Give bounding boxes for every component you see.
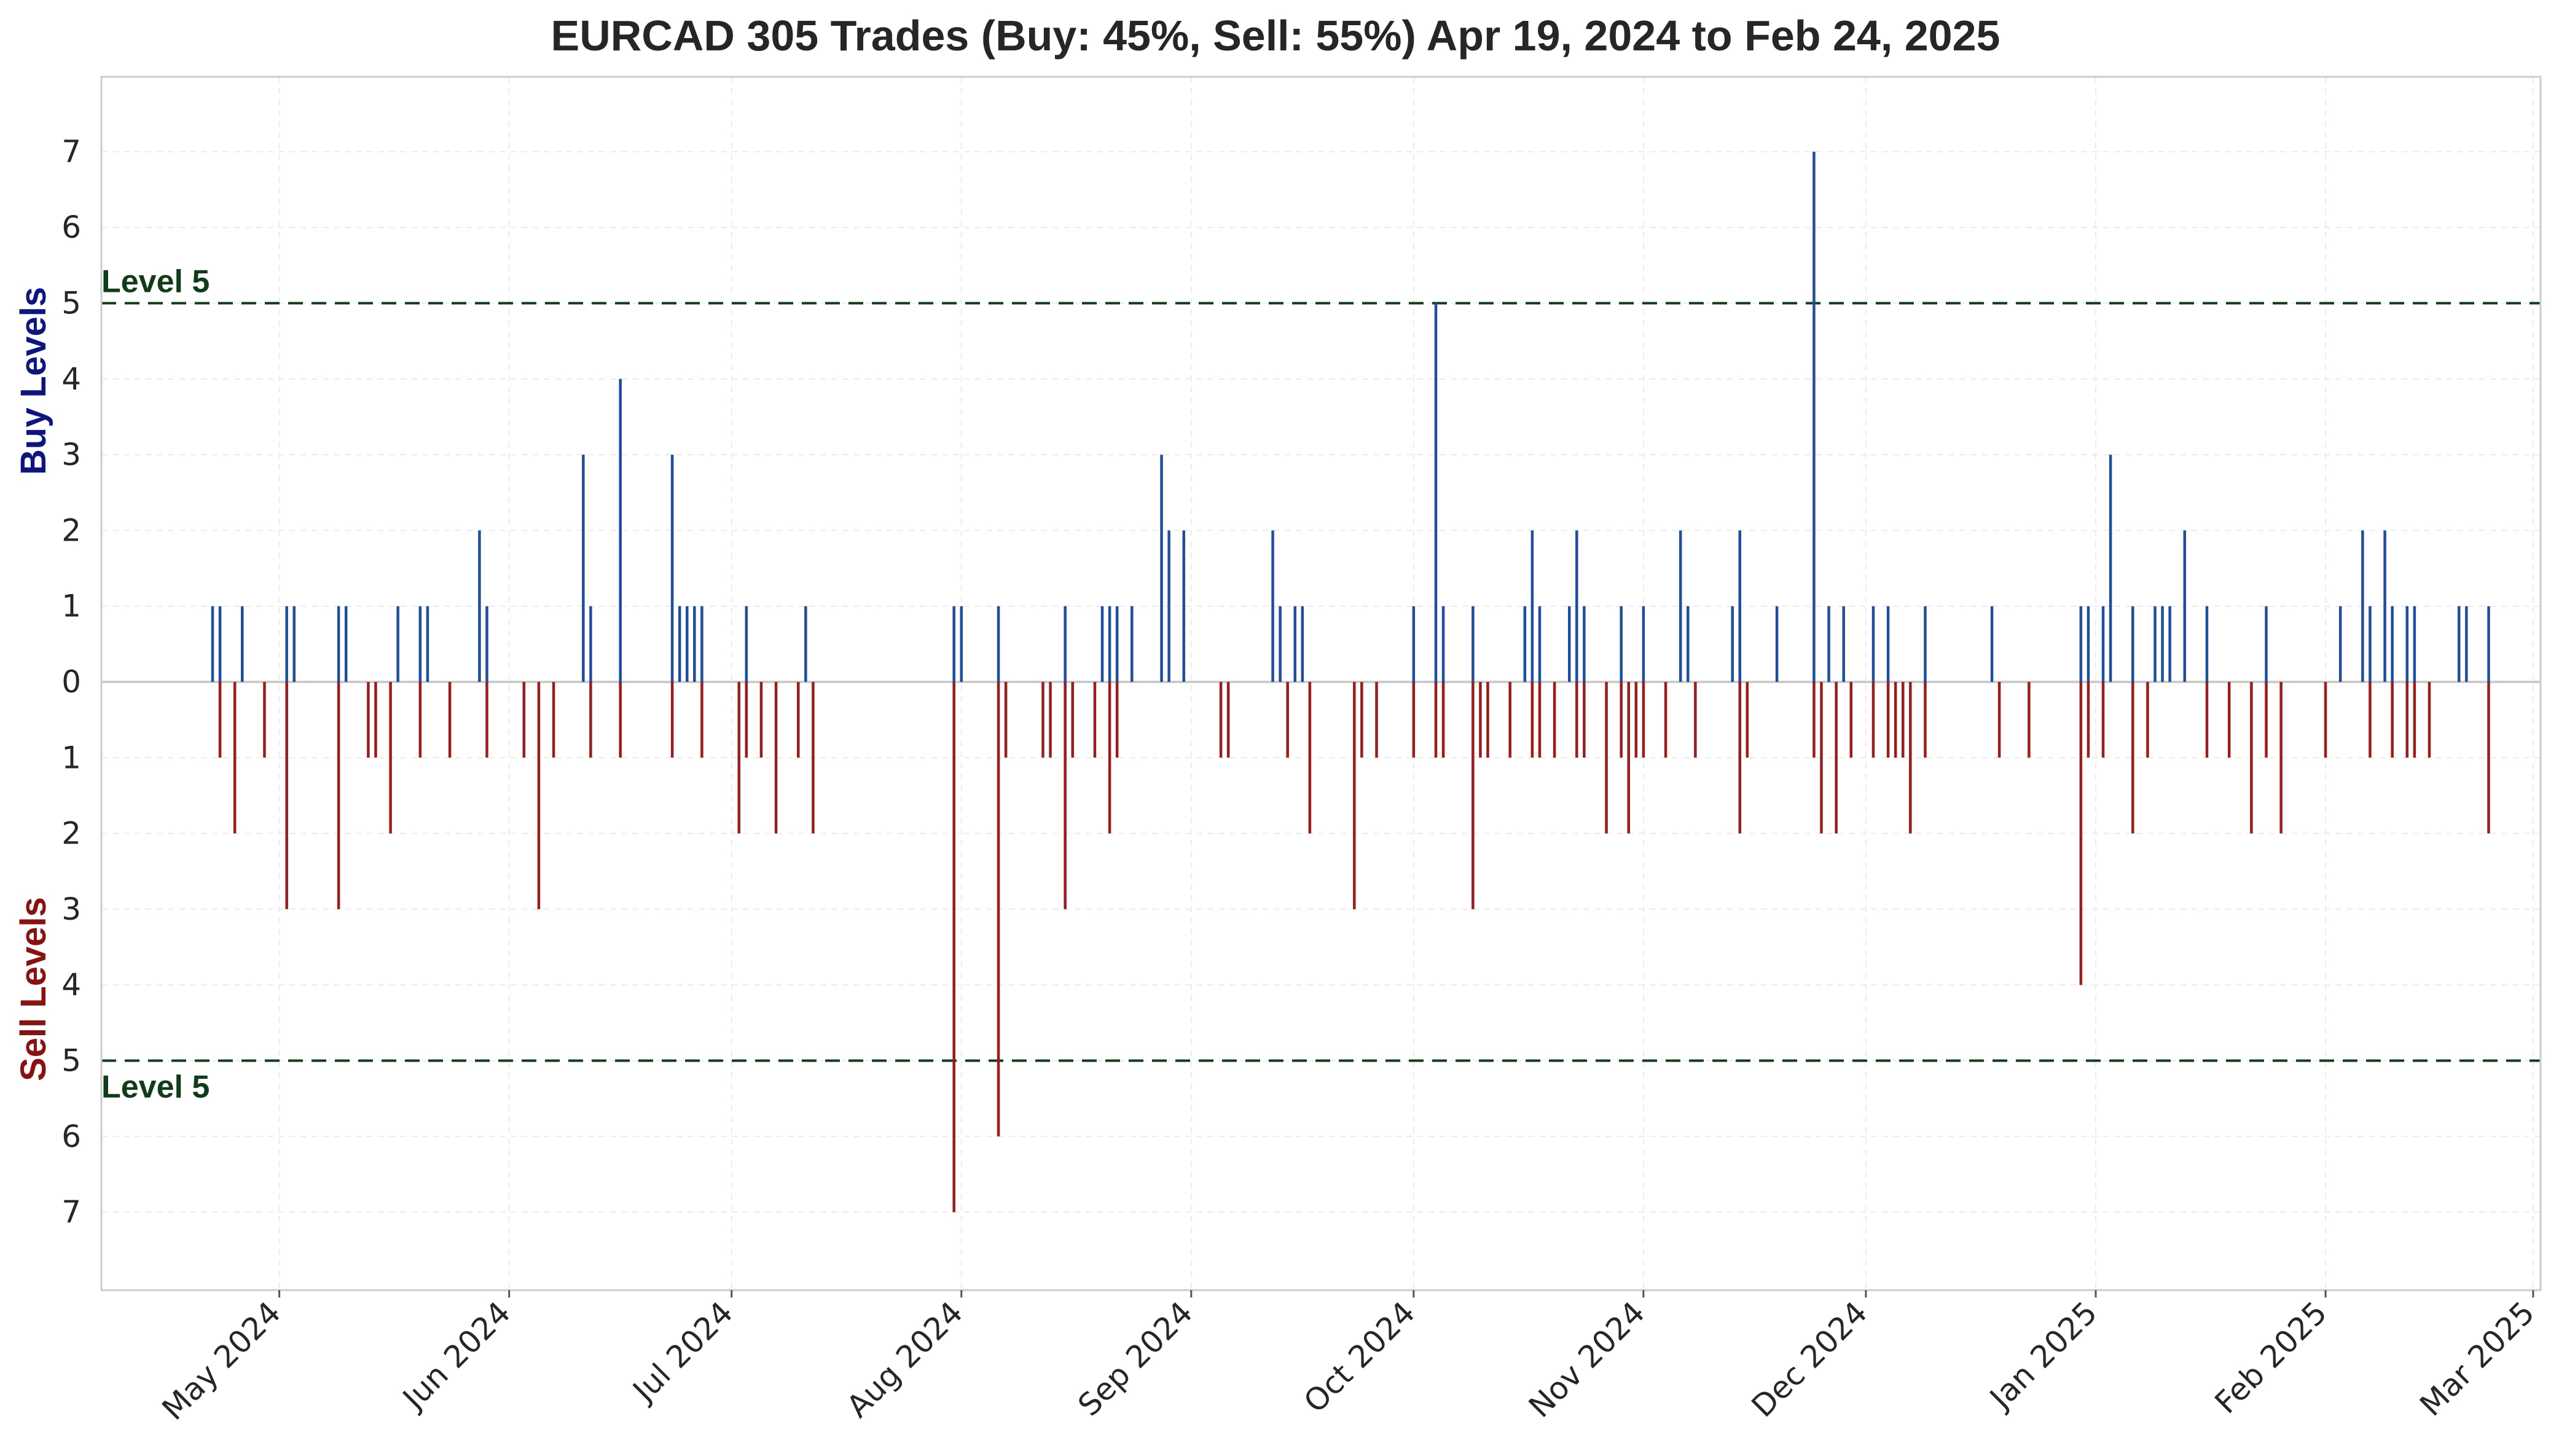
chart-title: EURCAD 305 Trades (Buy: 45%, Sell: 55%) … — [551, 12, 2000, 60]
trade-bars — [211, 151, 2490, 1213]
plot-frame — [100, 76, 2542, 1291]
buy-axis-label: Buy Levels — [14, 287, 53, 475]
y-tick-label: 2 — [61, 512, 81, 548]
y-tick-label: 0 — [61, 664, 81, 700]
grid-lines — [101, 77, 2541, 1290]
level-label: Level 5 — [101, 1070, 210, 1105]
y-tick-label: 5 — [61, 1043, 81, 1079]
y-tick-label: 3 — [61, 891, 81, 927]
y-tick-label: 4 — [61, 361, 81, 397]
y-tick-label: 5 — [61, 286, 81, 321]
y-tick-label: 1 — [61, 589, 81, 624]
y-tick-labels: 7 6 5 4 3 2 1 0 1 2 3 4 5 6 7 — [61, 134, 81, 1230]
y-tick-label: 7 — [61, 134, 81, 170]
level-labels: Level 5 Level 5 — [101, 264, 210, 1105]
y-tick-label: 6 — [61, 209, 81, 245]
level-label: Level 5 — [101, 264, 210, 300]
y-tick-label: 4 — [61, 967, 81, 1003]
sell-axis-label: Sell Levels — [14, 897, 53, 1081]
y-tick-label: 6 — [61, 1119, 81, 1154]
reference-lines — [101, 302, 2541, 1062]
y-tick-label: 2 — [61, 816, 81, 851]
y-tick-label: 3 — [61, 437, 81, 472]
y-tick-label: 1 — [61, 740, 81, 775]
y-tick-label: 7 — [61, 1194, 81, 1230]
